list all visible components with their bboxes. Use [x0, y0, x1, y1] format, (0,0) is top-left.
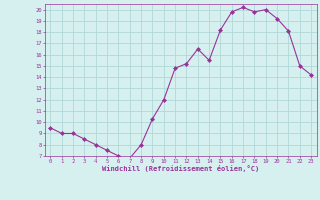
X-axis label: Windchill (Refroidissement éolien,°C): Windchill (Refroidissement éolien,°C)	[102, 165, 260, 172]
